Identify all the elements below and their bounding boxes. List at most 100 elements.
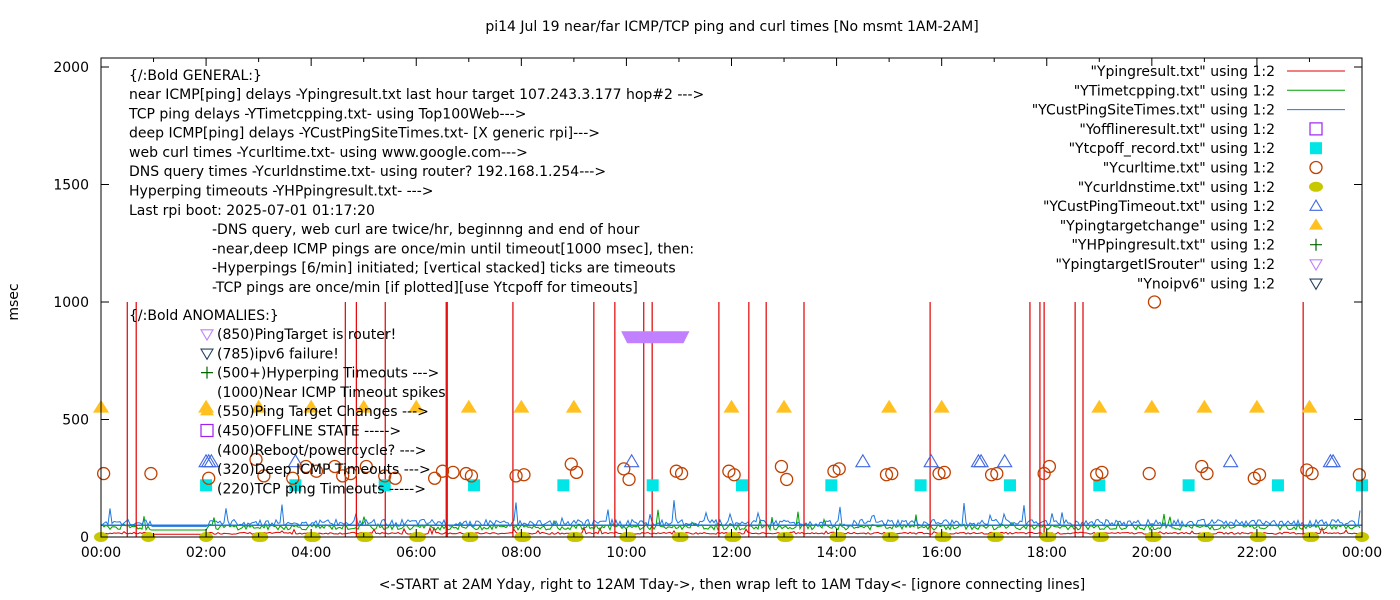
ping-target-change-marker (303, 399, 320, 413)
curl-time-marker (202, 471, 216, 485)
anomaly-text: (1000)Near ICMP Timeout spikes (217, 385, 446, 401)
curl-time-marker (727, 468, 741, 482)
curl-time-marker (774, 459, 789, 474)
ping-target-change-marker (408, 399, 425, 413)
ping-target-change-marker (513, 399, 530, 413)
x-tick-label: 20:00 (1132, 545, 1172, 561)
curl-time-marker (309, 464, 324, 478)
ping-target-change-marker (1248, 399, 1265, 413)
anomaly-text: (785)ipv6 failure! (217, 346, 339, 362)
general-line: near ICMP[ping] delays -Ypingresult.txt … (129, 87, 704, 103)
general-note: -TCP pings are once/min [if plotted][use… (212, 280, 638, 296)
deep-icmp-timeout-marker (200, 453, 217, 468)
x-tick-label: 12:00 (711, 545, 751, 561)
legend-label: "Ycurltime.txt" using 1:2 (1103, 161, 1275, 177)
tcp-timeout-marker (289, 479, 302, 492)
deep-icmp-timeout-marker (854, 453, 871, 468)
curl-time-marker (378, 469, 392, 483)
ping-target-is-router-marker (621, 331, 690, 344)
curl-time-marker (517, 468, 531, 482)
curl-time-marker (388, 471, 402, 485)
x-tick-label: 10:00 (606, 545, 646, 561)
x-tick-label: 00:00 (1342, 545, 1382, 561)
curl-time-marker (96, 466, 111, 481)
tcp-timeout-marker (1182, 479, 1195, 492)
curl-time-marker (1042, 459, 1057, 474)
anomaly-marker-icon (200, 423, 214, 438)
deep-icmp-timeout-marker (970, 453, 987, 468)
anomaly-text: (320)Deep ICMP Timeouts ---> (217, 462, 431, 478)
legend-marker-swatch (1309, 278, 1323, 291)
curl-time-marker (446, 465, 460, 480)
ping-target-change-marker (881, 399, 898, 413)
curl-time-marker (1305, 466, 1319, 481)
curl-time-marker (780, 472, 794, 487)
anomaly-text: (450)OFFLINE STATE -----> (217, 424, 401, 440)
general-header: {/:Bold GENERAL:} (129, 68, 262, 84)
general-line: Last rpi boot: 2025-07-01 01:17:20 (129, 203, 375, 219)
tcp-timeout-marker (1003, 479, 1016, 492)
tcp-timeout-marker (200, 479, 213, 492)
y-tick-label: 1500 (53, 178, 89, 194)
x-tick-label: 18:00 (1027, 545, 1067, 561)
ping-target-change-marker (1091, 399, 1108, 413)
anomaly-marker-icon (200, 404, 214, 416)
chart-title: pi14 Jul 19 near/far ICMP/TCP ping and c… (485, 19, 978, 35)
curl-time-marker (569, 465, 584, 480)
legend-marker-swatch (1309, 181, 1323, 192)
legend-label: "YHPpingresult.txt" using 1:2 (1071, 238, 1275, 254)
deep-icmp-timeout-marker (198, 453, 215, 468)
legend-label: "Ycurldnstime.txt" using 1:2 (1078, 180, 1275, 196)
y-tick-label: 2000 (53, 60, 89, 76)
x-tick-label: 00:00 (81, 545, 121, 561)
x-tick-label: 14:00 (816, 545, 856, 561)
general-note: -near,deep ICMP pings are once/min until… (212, 241, 694, 257)
x-tick-label: 22:00 (1237, 545, 1277, 561)
annotations: {/:Bold GENERAL:} near ICMP[ping] delays … (128, 68, 704, 497)
curl-time-marker (257, 469, 271, 483)
curl-time-marker (885, 466, 899, 481)
y-axis-label: msec (6, 283, 22, 320)
deep-icmp-timeout-marker (1322, 453, 1339, 468)
curl-time-marker (328, 459, 342, 474)
curl-time-marker (1252, 468, 1267, 482)
anomaly-text: (220)TCP ping Timeouts -----> (217, 481, 426, 497)
x-tick-label: 04:00 (291, 545, 331, 561)
general-line: TCP ping delays -YTimetcpping.txt- using… (128, 106, 526, 122)
legend-marker-swatch (1309, 160, 1323, 175)
ping-target-change-marker (1143, 399, 1160, 413)
legend-marker-swatch (1309, 122, 1323, 136)
ping-target-change-marker (250, 399, 267, 413)
general-line: deep ICMP[ping] delays -YCustPingSiteTim… (129, 126, 600, 142)
tcp-timeout-marker (736, 479, 749, 492)
general-line: web curl times -Ycurltime.txt- using www… (129, 145, 528, 161)
curl-time-marker (1147, 295, 1162, 309)
legend-marker-swatch (1309, 259, 1323, 272)
axes: 00:00 02:00 04:00 06:00 08:00 10:00 12:00 14:00… (53, 57, 1382, 561)
curl-time-marker (932, 466, 946, 481)
curl-time-marker (674, 466, 689, 481)
curl-time-marker (879, 468, 894, 482)
curl-time-marker (249, 452, 263, 467)
curl-time-marker (1200, 466, 1214, 481)
deep-icmp-timeout-marker (287, 453, 304, 468)
general-note: -Hyperpings [6/min] initiated; [vertical… (212, 261, 676, 277)
legend-marker-swatch (1309, 199, 1323, 211)
curl-time-marker (984, 468, 999, 482)
curl-time-marker (464, 469, 479, 483)
deep-icmp-timeout-marker (923, 453, 940, 468)
ping-target-change-marker (1196, 399, 1213, 413)
deep-icmp-timeout-marker (996, 453, 1013, 468)
legend-label: "YCustPingTimeout.txt" using 1:2 (1043, 199, 1275, 215)
x-tick-label: 06:00 (396, 545, 436, 561)
y-tick-label: 500 (62, 413, 89, 429)
legend: "Ypingresult.txt" using 1:2 "YTimetcpping… (1032, 64, 1345, 292)
general-note: -DNS query, web curl are twice/hr, begin… (212, 222, 640, 238)
curl-time-marker (1195, 459, 1209, 474)
anomaly-text: (500+)Hyperping Timeouts ---> (217, 366, 439, 382)
curl-time-marker (336, 469, 350, 483)
legend-marker-swatch (1309, 218, 1323, 230)
curl-time-marker (435, 464, 450, 478)
ping-target-change-marker (1301, 399, 1318, 413)
curl-time-marker (1095, 465, 1109, 480)
